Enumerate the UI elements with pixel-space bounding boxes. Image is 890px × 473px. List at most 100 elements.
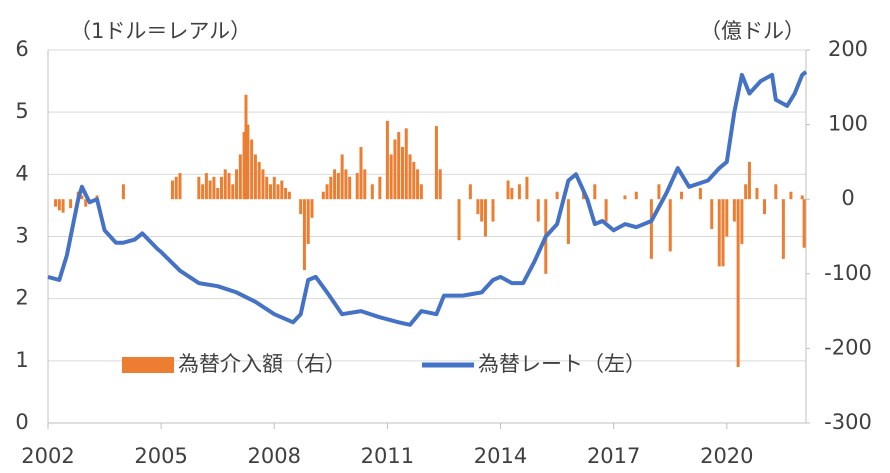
bar	[416, 169, 420, 200]
bar	[736, 199, 740, 368]
bar	[242, 132, 246, 200]
bar	[668, 199, 672, 252]
bar	[348, 176, 352, 200]
bar	[397, 132, 401, 200]
y2-tick-label: 200	[828, 37, 868, 61]
bar	[517, 184, 521, 200]
bar	[174, 176, 178, 200]
bar	[468, 184, 472, 200]
bar	[216, 188, 220, 200]
bar	[284, 188, 288, 200]
y2-axis-label: （億ドル）	[700, 19, 805, 43]
bar	[506, 180, 510, 200]
y-tick-label: 0	[15, 410, 28, 434]
bar	[265, 176, 269, 200]
bar	[483, 199, 487, 237]
bar	[321, 191, 325, 200]
bar	[763, 199, 767, 215]
bar	[566, 199, 570, 244]
y-tick-label: 3	[15, 224, 28, 248]
bar	[246, 124, 250, 200]
bar	[438, 169, 442, 200]
bar	[747, 161, 751, 200]
y-tick-label: 2	[15, 286, 28, 310]
bar	[480, 199, 484, 222]
y2-tick-label: -300	[824, 410, 872, 434]
x-tick-label: 2008	[248, 444, 301, 468]
bar	[555, 191, 559, 200]
bar	[710, 199, 714, 230]
x-tick-label: 2014	[474, 444, 527, 468]
bar	[434, 126, 438, 200]
bar	[412, 161, 416, 200]
bar	[355, 173, 359, 200]
bar	[744, 184, 748, 200]
bar	[244, 94, 248, 200]
y-tick-label: 6	[15, 37, 28, 61]
bar	[54, 199, 58, 207]
bar	[257, 161, 261, 200]
bar	[721, 199, 725, 267]
y2-tick-label: 0	[841, 186, 854, 210]
bar	[178, 173, 182, 200]
y-tick-label: 1	[15, 348, 28, 372]
bar	[227, 173, 231, 200]
bar	[201, 184, 205, 200]
bar	[634, 191, 638, 200]
bar	[389, 154, 393, 200]
bar	[238, 154, 242, 200]
bar	[121, 184, 125, 200]
bar	[57, 199, 61, 211]
bar	[698, 188, 702, 200]
bar	[204, 173, 208, 200]
bar	[593, 184, 597, 200]
bar	[404, 128, 408, 200]
bar	[170, 180, 174, 200]
bar	[476, 199, 480, 215]
bar	[802, 199, 806, 248]
bar	[336, 173, 340, 200]
bar	[781, 199, 785, 259]
bar	[732, 199, 736, 222]
bar	[344, 169, 348, 200]
bar	[393, 139, 397, 200]
bar	[363, 169, 367, 200]
y-tick-label: 5	[15, 99, 28, 123]
bar	[457, 199, 461, 241]
bar	[419, 184, 423, 200]
bar	[61, 199, 65, 213]
bar	[378, 176, 382, 200]
bar	[280, 180, 284, 200]
bar	[649, 199, 653, 259]
bar	[310, 199, 314, 218]
bar	[536, 199, 540, 222]
bar	[302, 199, 306, 271]
y2-tick-label: 100	[828, 112, 868, 136]
bar	[408, 154, 412, 200]
x-tick-label: 2002	[21, 444, 74, 468]
bar	[604, 199, 608, 222]
bar	[717, 199, 721, 267]
y2-tick-label: -100	[824, 261, 872, 285]
bar	[231, 184, 235, 200]
x-tick-label: 2020	[700, 444, 753, 468]
bar	[359, 146, 363, 200]
bar	[340, 154, 344, 200]
legend-label: 為替レート（左）	[478, 352, 646, 376]
bar	[272, 176, 276, 200]
bar	[680, 191, 684, 200]
bar	[623, 195, 627, 200]
bar	[329, 176, 333, 200]
x-tick-label: 2005	[134, 444, 187, 468]
bar	[84, 199, 88, 207]
bar	[491, 199, 495, 222]
bar	[740, 199, 744, 244]
x-tick-label: 2011	[361, 444, 414, 468]
bar	[268, 184, 272, 200]
bar	[725, 199, 729, 237]
bar	[774, 184, 778, 200]
bar	[253, 154, 257, 200]
bar	[755, 188, 759, 200]
bar	[250, 139, 254, 200]
